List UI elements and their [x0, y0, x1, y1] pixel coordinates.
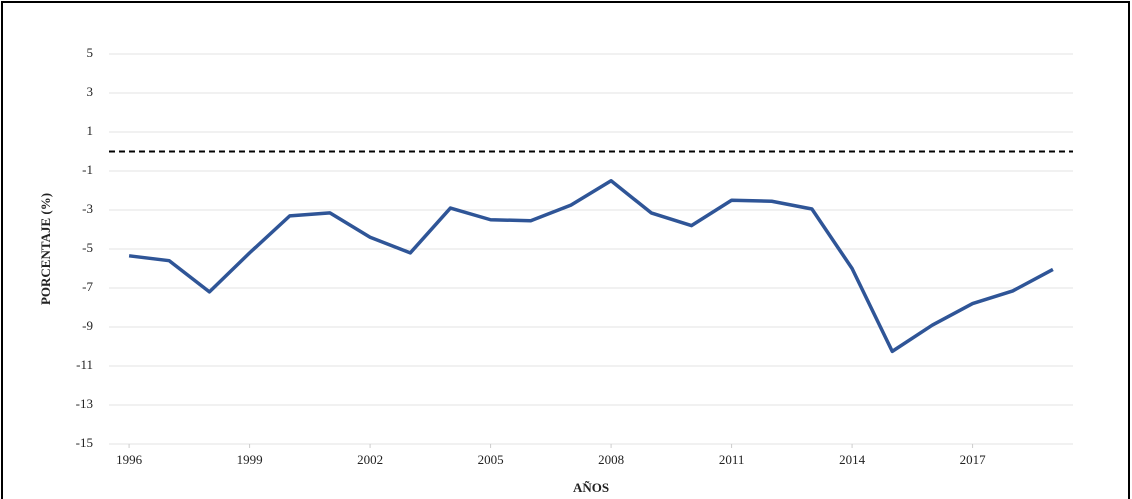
x-tick-label: 2011 — [719, 452, 745, 467]
x-tick-label: 2017 — [960, 452, 987, 467]
y-tick-label: -9 — [82, 318, 93, 333]
y-tick-label: -5 — [82, 240, 93, 255]
y-tick-label: 3 — [87, 84, 94, 99]
x-tick-label: 1996 — [116, 452, 143, 467]
x-tick-label: 2014 — [839, 452, 866, 467]
y-tick-label: 5 — [87, 45, 94, 60]
x-tick-label: 1999 — [237, 452, 263, 467]
x-tick-label: 2008 — [598, 452, 624, 467]
y-tick-label: -1 — [82, 162, 93, 177]
y-tick-label: -3 — [82, 201, 93, 216]
y-tick-label: -7 — [82, 279, 93, 294]
y-tick-label: 1 — [87, 123, 94, 138]
x-axis-label: AÑOS — [573, 480, 609, 495]
y-tick-label: -11 — [76, 357, 93, 372]
y-tick-label: -13 — [76, 396, 93, 411]
x-tick-label: 2002 — [357, 452, 383, 467]
x-tick-label: 2005 — [478, 452, 504, 467]
data-line — [128, 179, 1054, 354]
y-tick-label: -15 — [76, 435, 93, 450]
y-axis-label: PORCENTAJE (%) — [38, 193, 53, 305]
